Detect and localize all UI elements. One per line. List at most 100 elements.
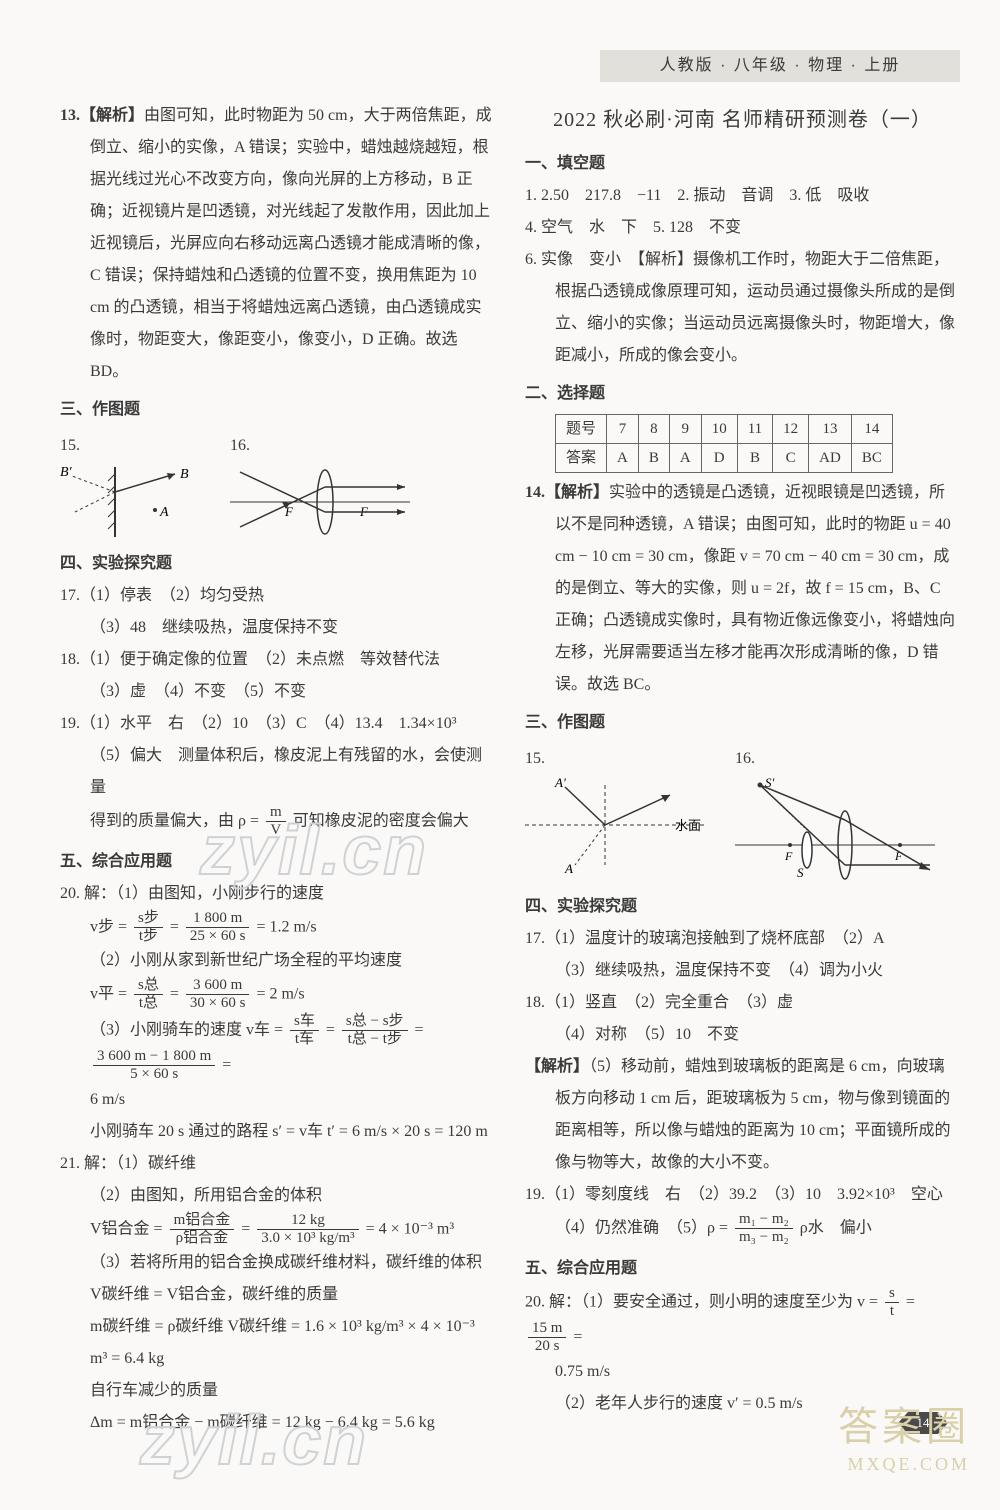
fraction-icon: s总 − s步t总 − t步 — [342, 1013, 408, 1049]
sec-shiyan-right: 四、实验探究题 — [525, 891, 960, 923]
sec-zuotu-left: 三、作图题 — [60, 394, 495, 426]
r-q19-1: 19.（1）零刻度线 右 （2）39.2 （3）10 3.92×10³ 空心 — [525, 1179, 960, 1211]
l-q20-2: （2）小刚从家到新世纪广场全程的平均速度 — [60, 945, 495, 977]
text: = 4 × 10⁻³ m³ — [366, 1220, 455, 1237]
text: = — [906, 1293, 915, 1310]
l-q20-v1: v步 = s步t步 = 1 800 m25 × 60 s = 1.2 m/s — [60, 910, 495, 946]
l-q21-3: （3）若将所用的铝合金换成碳纤维材料，碳纤维的体积 — [60, 1247, 495, 1279]
svg-text:F: F — [784, 849, 793, 863]
r-f2: 4. 空气 水 下 5. 128 不变 — [525, 212, 960, 244]
r-q17-2: （3）继续吸热，温度保持不变 （4）调为小火 — [525, 955, 960, 987]
l-q20-4: 小刚骑车 20 s 通过的路程 s′ = v车 t′ = 6 m/s × 20 … — [60, 1116, 495, 1148]
fraction-icon: 3 600 m30 × 60 s — [186, 977, 250, 1013]
fraction-icon: 15 m20 s — [528, 1320, 566, 1356]
fig-15-right: 15. A′ A 水面 — [525, 743, 705, 875]
left-column: 13.【解析】由图可知，此时物距为 50 cm，大于两倍焦距，成倒立、缩小的实像… — [60, 100, 495, 1439]
sec-zonghe-left: 五、综合应用题 — [60, 846, 495, 878]
l-q19-1: 19.（1）水平 右 （2）10 （3）C （4）13.4 1.34×10³ — [60, 708, 495, 740]
r-q14-body: 实验中的透镜是凸透镜，近视眼镜是凹透镜，所以不是同种透镜，A 错误；由图可知，此… — [555, 484, 955, 693]
svg-text:A: A — [564, 861, 573, 875]
l-q21-3a: V碳纤维 = V铝合金，碳纤维的质量 — [60, 1279, 495, 1311]
fraction-icon: st — [885, 1285, 899, 1321]
text: 20. 解：（1）要安全通过，则小明的速度至少为 v = — [525, 1293, 882, 1310]
l-q17-1: 17.（1）停表 （2）均匀受热 — [60, 580, 495, 612]
columns: 13.【解析】由图可知，此时物距为 50 cm，大于两倍焦距，成倒立、缩小的实像… — [60, 100, 960, 1439]
svg-text:S: S — [797, 865, 804, 880]
fig-16-label: 16. — [230, 437, 250, 454]
l-q17-2: （3）48 继续吸热，温度保持不变 — [60, 612, 495, 644]
text: = — [170, 985, 183, 1002]
fraction-icon: s总t总 — [134, 977, 163, 1013]
lens-ray-diagram-icon: F F S′ S — [735, 775, 935, 885]
text: ρ水 偏小 — [800, 1219, 872, 1236]
fig-16-label-r: 16. — [735, 750, 755, 767]
sec-zonghe-right: 五、综合应用题 — [525, 1253, 960, 1285]
fraction-icon: 1 800 m25 × 60 s — [186, 910, 250, 946]
table-row: 题号 7 8 9 10 11 12 13 14 — [556, 415, 893, 444]
fig-16-left: 16. F F — [230, 430, 410, 542]
text: 可知橡皮泥的密度会偏大 — [293, 812, 469, 829]
sec-xuanze: 二、选择题 — [525, 378, 960, 410]
r-q20-1: 20. 解：（1）要安全通过，则小明的速度至少为 v = st = 15 m20… — [525, 1285, 960, 1356]
l-q21-3d: Δm = m铝合金 − m碳纤维 = 12 kg − 6.4 kg = 5.6 … — [60, 1407, 495, 1439]
cell: 7 — [607, 415, 639, 444]
text: （3）小刚骑车的速度 v车 = — [90, 1021, 287, 1038]
cell: 13 — [809, 415, 852, 444]
r-q14-label: 14.【解析】 — [525, 484, 609, 501]
fraction-icon: m₁ − m₂m₃ − m₂ — [735, 1211, 793, 1247]
lens-diagram-icon: F F — [230, 462, 410, 542]
l-q21-2: （2）由图知，所用铝合金的体积 — [60, 1180, 495, 1212]
page: 人教版 · 八年级 · 物理 · 上册 13.【解析】由图可知，此时物距为 50… — [0, 0, 1000, 1506]
fig-15-left: 15. B A B′ — [60, 430, 200, 542]
text: v平 = — [90, 985, 131, 1002]
fraction-icon: s步t步 — [134, 910, 163, 946]
r-q18-a: 【解析】（5）移动前，蜡烛到玻璃板的距离是 6 cm，向玻璃板方向移动 1 cm… — [525, 1051, 960, 1179]
cell: 14 — [851, 415, 892, 444]
r-q18-a-body: （5）移动前，蜡烛到玻璃板的距离是 6 cm，向玻璃板方向移动 1 cm 后，距… — [555, 1058, 951, 1171]
r-q14: 14.【解析】实验中的透镜是凸透镜，近视眼镜是凹透镜，所以不是同种透镜，A 错误… — [525, 477, 960, 701]
l-q18-2: （3）虚 （4）不变 （5）不变 — [60, 676, 495, 708]
l-q20-3b: 6 m/s — [60, 1084, 495, 1116]
q13: 13.【解析】由图可知，此时物距为 50 cm，大于两倍焦距，成倒立、缩小的实像… — [60, 100, 495, 388]
r-q18-2: （4）对称 （5）10 不变 — [525, 1019, 960, 1051]
row-label: 答案 — [556, 444, 607, 473]
figures-right: 15. A′ A 水面 16. — [525, 743, 960, 885]
cell: 10 — [701, 415, 737, 444]
svg-text:A: A — [159, 505, 169, 520]
cell: B — [638, 444, 669, 473]
svg-text:B′: B′ — [60, 465, 73, 480]
cell: 9 — [669, 415, 701, 444]
row-label: 题号 — [556, 415, 607, 444]
l-q20-v2: v平 = s总t总 = 3 600 m30 × 60 s = 2 m/s — [60, 977, 495, 1013]
r-q18-1: 18.（1）竖直 （2）完全重合 （3）虚 — [525, 987, 960, 1019]
r-q19-2: （4）仍然准确 （5）ρ = m₁ − m₂m₃ − m₂ ρ水 偏小 — [525, 1211, 960, 1247]
text: = 2 m/s — [256, 985, 304, 1002]
svg-text:水面: 水面 — [675, 818, 701, 833]
cell: 11 — [737, 415, 772, 444]
fraction-icon: m铝合金ρ铝合金 — [170, 1212, 235, 1248]
text: （4）仍然准确 （5）ρ = — [555, 1219, 732, 1236]
text: v步 = — [90, 918, 131, 935]
text: = — [170, 918, 183, 935]
text: = — [241, 1220, 254, 1237]
svg-text:B: B — [180, 467, 189, 482]
svg-text:A′: A′ — [554, 775, 566, 790]
fraction-icon: s车t车 — [290, 1013, 319, 1049]
cell: 12 — [773, 415, 809, 444]
answer-table: 题号 7 8 9 10 11 12 13 14 答案 A B A D B — [555, 414, 893, 473]
l-q19-2: （5）偏大 测量体积后，橡皮泥上有残留的水，会使测量 — [60, 740, 495, 804]
text: = — [326, 1021, 339, 1038]
refraction-diagram-icon: A′ A 水面 — [525, 775, 705, 875]
cell: 8 — [638, 415, 669, 444]
l-q21-v: V铝合金 = m铝合金ρ铝合金 = 12 kg3.0 × 10³ kg/m³ =… — [60, 1212, 495, 1248]
l-q21-1: 21. 解：（1）碳纤维 — [60, 1148, 495, 1180]
sec-zuotu-right: 三、作图题 — [525, 707, 960, 739]
fig-16-right: 16. F F S′ S — [735, 743, 935, 885]
cell: C — [773, 444, 809, 473]
r-q18-a-label: 【解析】 — [525, 1058, 589, 1075]
l-q21-3b: m碳纤维 = ρ碳纤维 V碳纤维 = 1.6 × 10³ kg/m³ × 4 ×… — [60, 1311, 495, 1375]
fig-15-label: 15. — [60, 437, 80, 454]
fraction-icon: mV — [266, 804, 286, 840]
mirror-diagram-icon: B A B′ — [60, 462, 200, 542]
text: 得到的质量偏大，由 ρ = — [90, 812, 263, 829]
